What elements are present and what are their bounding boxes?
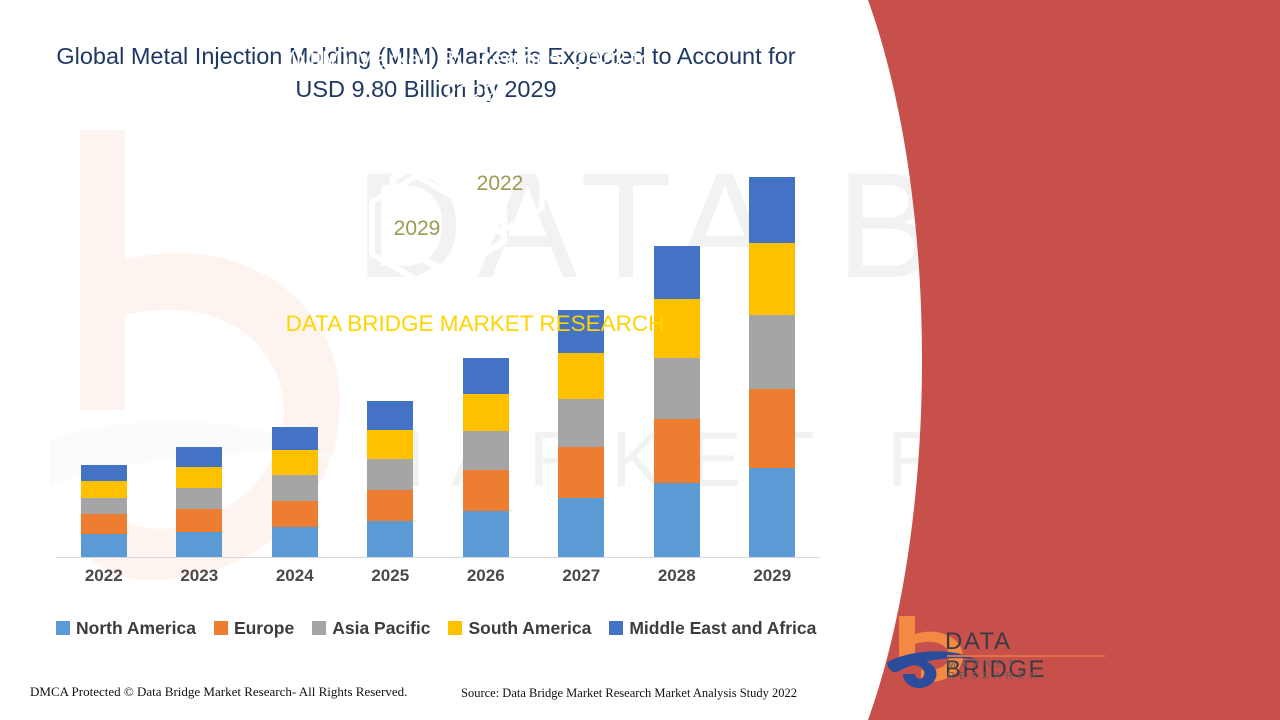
bar-segment (749, 388, 796, 468)
bar-segment (462, 470, 509, 512)
bar-segment (653, 299, 700, 359)
legend-swatch-icon (56, 621, 70, 635)
bar-segment (749, 314, 796, 389)
legend-label: Europe (233, 617, 295, 638)
bar-segment (749, 177, 796, 244)
brand-name: DATA BRIDGE MARKET RESEARCH (285, 311, 665, 336)
bar-segment (176, 531, 223, 557)
bar-segment (271, 475, 318, 501)
logo-text-secondary: MARKET RESEARCH (947, 658, 1043, 682)
legend-label: Middle East and Africa (629, 617, 817, 638)
bar-segment (653, 419, 700, 484)
bar-segment (80, 480, 127, 499)
bar-segment (367, 459, 414, 490)
hexagon-outlines (389, 143, 508, 277)
bar-segment (176, 466, 223, 489)
x-axis-label-2024: 2024 (275, 566, 314, 585)
bar-2023 (176, 447, 223, 557)
bar-segment (80, 498, 127, 514)
bar-segment (462, 511, 509, 557)
chart-legend: North America Europe Asia Pacific South Ame… (56, 614, 836, 642)
x-axis-label-2027: 2027 (562, 566, 601, 585)
bar-segment (558, 398, 605, 448)
bar-segment (367, 401, 414, 430)
page-title: Global Metal Injection Molding (MIM) Mar… (56, 43, 796, 103)
legend-label: South America (468, 617, 592, 638)
hexagon-2029-label: 2029 (393, 217, 441, 240)
hexagon-2022-shape (455, 133, 545, 235)
footer-source: Source: Data Bridge Market Research Mark… (461, 686, 798, 700)
x-axis-label-2025: 2025 (371, 566, 410, 585)
legend-item[interactable]: North America (56, 618, 196, 639)
bar-segment (653, 483, 700, 557)
bar-segment (176, 447, 223, 467)
panel-title: Global Metal Injection Molding (MIM) Mar… (287, 12, 653, 107)
stacked-bar-chart (56, 150, 820, 558)
legend-item[interactable]: Europe (213, 617, 295, 639)
x-axis-label-2026: 2026 (466, 566, 505, 585)
bar-2024 (271, 426, 318, 557)
bar-segment (367, 489, 414, 522)
x-axis-labels: 2022 2023 2024 2025 2026 2027 2028 2029 (56, 566, 820, 596)
bar-2029 (749, 177, 796, 557)
bar-segment (653, 245, 700, 300)
footer-copyright: DMCA Protected © Data Bridge Market Rese… (30, 684, 408, 699)
logo-divider (947, 655, 1105, 657)
hexagon-shapes (369, 133, 545, 283)
hexagon-badges: 2022 2029 (275, 118, 675, 288)
bar-segment (80, 534, 127, 557)
hexagon-2029-shape (369, 173, 465, 283)
bar-segment (558, 447, 605, 499)
logo-text-primary: DATA BRIDGE (945, 628, 1047, 683)
bar-segment (558, 353, 605, 399)
bar-segment (271, 500, 318, 528)
panel-background-shape (868, 0, 1280, 720)
bar-segment (749, 467, 796, 557)
legend-swatch-icon (213, 621, 228, 635)
bar-segment (176, 508, 223, 532)
company-logo: DATA BRIDGE MARKET RESEARCH (885, 612, 1115, 690)
bar-2025 (367, 401, 414, 557)
bar-segment (367, 429, 414, 460)
bar-segment (749, 243, 796, 315)
x-axis-label-2023: 2023 (180, 566, 219, 585)
bar-2022 (80, 465, 127, 557)
x-axis-line (56, 557, 820, 558)
brand-panel (810, 0, 1280, 720)
bar-segment (80, 513, 127, 535)
x-axis-label-2022: 2022 (84, 566, 123, 585)
legend-item[interactable]: Middle East and Africa (609, 618, 816, 639)
bar-segment (558, 309, 605, 353)
bar-segment (271, 426, 318, 450)
bar-segment (271, 527, 318, 557)
bar-segment (462, 430, 509, 471)
legend-label: Asia Pacific (332, 617, 431, 638)
hexagon-2022-label: 2022 (476, 172, 524, 195)
legend-swatch-icon (312, 621, 327, 635)
x-axis-label-2029: 2029 (753, 566, 792, 585)
bar-segment (462, 393, 509, 431)
data-bridge-b-swoosh-icon (887, 616, 977, 689)
legend-swatch-icon (609, 621, 624, 635)
x-axis-label-2028: 2028 (657, 566, 696, 585)
bar-segment (271, 449, 318, 476)
bar-segment (80, 465, 127, 481)
legend-label: North America (76, 617, 196, 638)
bar-segment (367, 521, 414, 557)
bar-2028 (653, 245, 700, 557)
bar-segment (558, 498, 605, 557)
bar-segment (653, 358, 700, 420)
bar-2026 (462, 358, 509, 557)
legend-item[interactable]: South America (448, 618, 591, 639)
legend-swatch-icon (448, 621, 463, 635)
legend-item[interactable]: Asia Pacific (312, 618, 430, 639)
bar-segment (176, 488, 223, 509)
bar-segment (462, 358, 509, 394)
bar-2027 (558, 309, 605, 557)
